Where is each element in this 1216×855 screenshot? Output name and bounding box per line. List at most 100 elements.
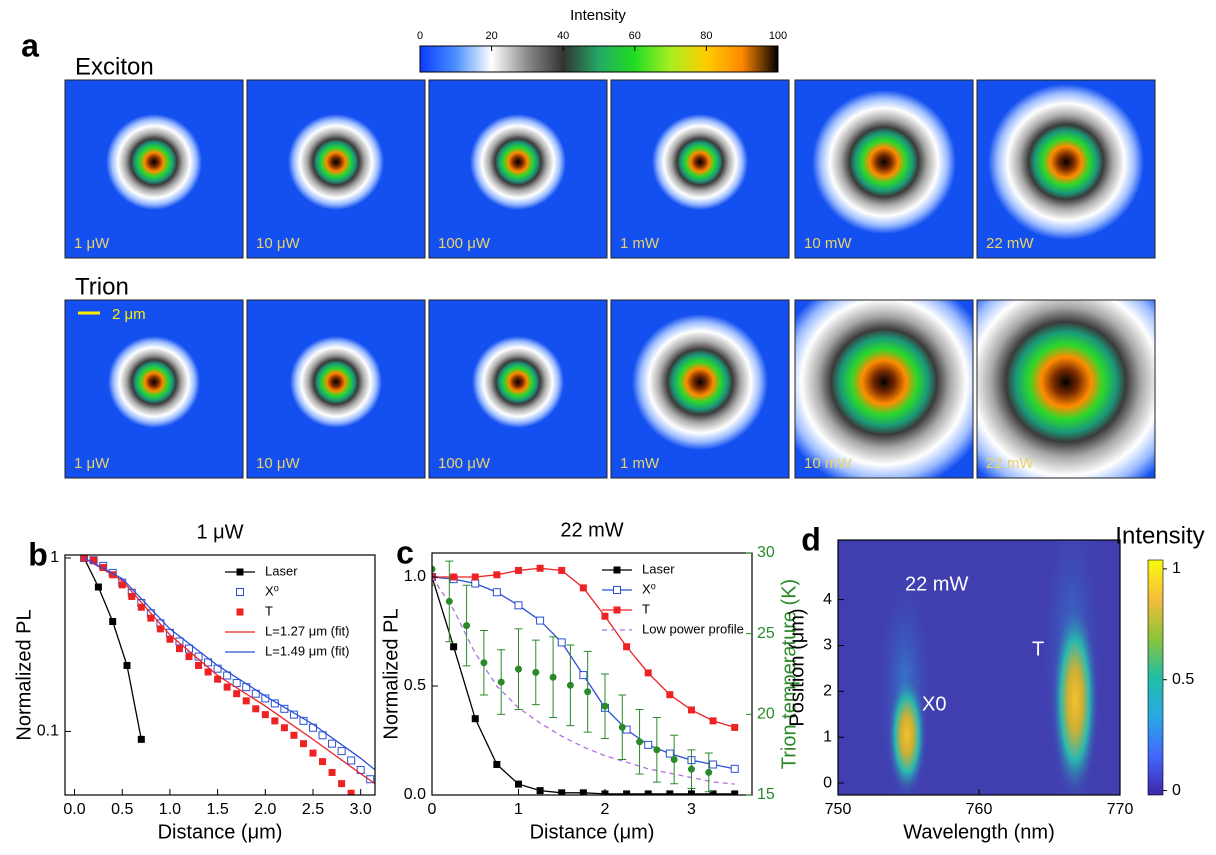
marker: [514, 566, 522, 574]
marker: [532, 668, 540, 676]
y-axis-label: Position (μm): [786, 608, 808, 726]
marker: [223, 683, 231, 691]
marker: [471, 579, 480, 588]
colorbar-tick-label: 0: [1172, 782, 1181, 799]
marker: [450, 643, 458, 651]
y-axis-label: Normalized PL: [13, 609, 35, 740]
marker: [709, 790, 717, 795]
chart-title: 1 μW: [196, 521, 243, 543]
heatmap: [838, 540, 1120, 795]
power-label: 22 mW: [986, 235, 1034, 252]
pl-spot: [470, 114, 566, 210]
marker: [328, 739, 337, 748]
error-bar: [432, 553, 436, 586]
marker: [471, 573, 479, 581]
x-tick-label: 0.5: [111, 801, 133, 818]
marker: [271, 717, 279, 725]
chart-title: 22 mW: [560, 519, 623, 541]
marker: [731, 790, 739, 795]
y-tick-label: 1: [823, 728, 832, 745]
pl-image: [795, 300, 973, 478]
axes-frame: [64, 554, 376, 796]
y-tick-label: 2: [823, 683, 832, 700]
x-tick-label: 770: [1107, 801, 1134, 818]
pl-spot: [652, 114, 748, 210]
marker: [214, 675, 222, 683]
colorbar-tick-label: 60: [629, 30, 641, 42]
marker: [166, 635, 174, 643]
marker: [601, 702, 609, 710]
power-label: 10 μW: [256, 235, 300, 252]
power-label: 22 mW: [986, 455, 1034, 472]
marker: [623, 790, 631, 795]
image-frame: [246, 79, 426, 259]
marker: [233, 690, 241, 698]
marker: [549, 673, 557, 681]
pl-image: [429, 300, 607, 478]
marker: [730, 764, 739, 773]
colorbar-tick-label: 0: [417, 30, 423, 42]
legend-marker: [236, 608, 244, 616]
image-frame: [428, 79, 608, 259]
colorbar: [419, 45, 779, 73]
marker: [514, 665, 522, 673]
heatmap-blob: [1051, 600, 1099, 795]
pl-spot: [106, 114, 202, 210]
row-label: Trion: [75, 273, 129, 300]
series-line: [83, 557, 375, 785]
colorbar-title: Intensity: [570, 7, 626, 24]
pl-spot: [472, 336, 564, 428]
colorbar-title: Intensity: [1115, 522, 1204, 549]
marker: [261, 711, 269, 719]
marker: [566, 681, 574, 689]
marker: [514, 780, 522, 788]
heatmap-blob: [887, 673, 927, 795]
marker: [493, 571, 501, 579]
marker: [493, 760, 501, 768]
colorbar-tick-label: 100: [769, 30, 787, 42]
marker: [204, 668, 212, 676]
x-tick-label: 760: [966, 801, 993, 818]
legend-marker: [613, 606, 621, 614]
marker: [109, 618, 117, 626]
pl-image: [977, 80, 1155, 258]
y2-tick-label: 30: [757, 544, 775, 561]
marker: [94, 583, 102, 591]
marker: [175, 637, 184, 646]
pl-image: [65, 300, 243, 478]
x-tick-label: 3: [687, 801, 696, 818]
marker: [480, 659, 488, 667]
marker: [290, 731, 298, 739]
pl-spot: [812, 90, 956, 234]
pl-image: [247, 300, 425, 478]
marker: [670, 756, 678, 764]
image-frame: [976, 299, 1156, 479]
legend-label: L=1.27 μm (fit): [265, 623, 349, 638]
marker: [118, 581, 126, 589]
panel-label: a: [21, 27, 39, 63]
image-frame: [794, 299, 974, 479]
legend-marker: [236, 568, 244, 576]
marker: [280, 724, 288, 732]
pl-spot: [108, 336, 200, 428]
marker: [492, 588, 501, 597]
annotation: 22 mW: [905, 573, 968, 595]
marker: [536, 616, 545, 625]
marker: [709, 717, 717, 725]
marker: [601, 612, 609, 620]
marker: [705, 768, 713, 776]
y2-tick-label: 20: [757, 706, 775, 723]
legend-label: T: [642, 601, 650, 616]
axes-frame: [431, 552, 753, 796]
pl-spot: [988, 84, 1144, 240]
x-tick-label: 1: [514, 801, 523, 818]
marker: [687, 765, 695, 773]
marker: [536, 564, 544, 572]
pl-spot: [977, 300, 1155, 478]
marker: [665, 749, 674, 758]
power-label: 1 μW: [74, 235, 110, 252]
marker: [471, 715, 479, 723]
power-label: 10 mW: [804, 235, 852, 252]
marker: [232, 679, 241, 688]
